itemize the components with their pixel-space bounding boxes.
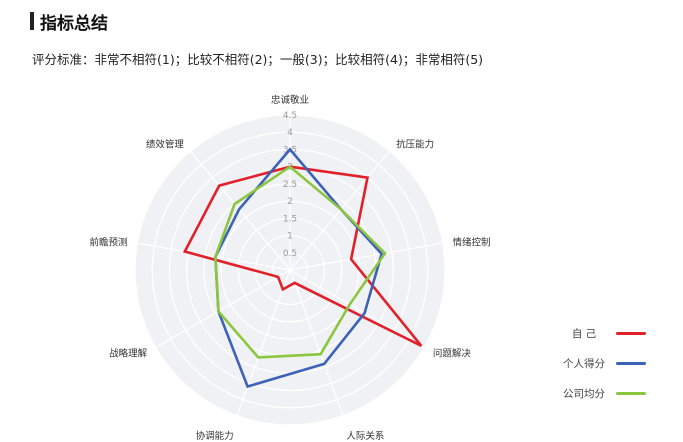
radar-spoke-9 bbox=[189, 150, 291, 271]
radar-spoke-4 bbox=[289, 269, 425, 349]
legend-swatch bbox=[616, 391, 646, 395]
indicator-label: 情绪控制 bbox=[453, 236, 491, 248]
page-title: 指标总结 bbox=[40, 13, 108, 34]
indicator-label: 忠诚敬业 bbox=[271, 94, 309, 106]
indicator-label: 抗压能力 bbox=[396, 139, 434, 151]
legend-swatch bbox=[616, 331, 646, 335]
indicator-label: 人际关系 bbox=[346, 430, 384, 442]
series-line-2 bbox=[214, 147, 384, 389]
legend-label: 自 己 bbox=[571, 327, 597, 340]
legend-item: 公司均分 bbox=[560, 378, 646, 408]
radar-spoke-7 bbox=[155, 269, 291, 349]
chart-legend: 自 己个人得分公司均分 bbox=[560, 318, 646, 408]
indicator-label: 协调能力 bbox=[196, 430, 234, 442]
legend-label: 公司均分 bbox=[563, 387, 605, 400]
radar-spoke-6 bbox=[236, 269, 291, 416]
radar-spoke-2 bbox=[289, 150, 391, 271]
radial-tick-label: 4 bbox=[287, 128, 293, 138]
indicator-label: 问题解决 bbox=[433, 348, 472, 360]
legend-label: 个人得分 bbox=[563, 357, 605, 370]
series-line-3 bbox=[214, 165, 387, 359]
indicator-label: 前瞻预测 bbox=[89, 236, 127, 248]
indicator-label: 绩效管理 bbox=[146, 139, 185, 151]
radial-tick-label: 1 bbox=[287, 232, 293, 242]
legend-item: 个人得分 bbox=[560, 348, 646, 378]
legend-item: 自 己 bbox=[560, 318, 646, 348]
radar-spoke-5 bbox=[289, 269, 344, 416]
radial-tick-label: 4.5 bbox=[283, 111, 297, 121]
scoring-standard-text: 评分标准：非常不相符(1)；比较不相符(2)；一般(3)；比较相符(4)；非常相… bbox=[32, 52, 484, 67]
radial-tick-label: 2 bbox=[287, 197, 293, 207]
section-header: 指标总结 bbox=[30, 8, 108, 34]
radial-tick-label: 1.5 bbox=[283, 214, 297, 224]
indicator-label: 战略理解 bbox=[109, 348, 148, 360]
radial-tick-label: 2.5 bbox=[283, 180, 297, 190]
radar-spoke-3 bbox=[289, 242, 443, 271]
title-bar-marker bbox=[30, 12, 34, 30]
series-line-1 bbox=[182, 165, 423, 347]
radar-spoke-8 bbox=[137, 242, 291, 271]
radial-tick-label: 0.5 bbox=[283, 249, 297, 259]
legend-swatch bbox=[616, 361, 646, 365]
